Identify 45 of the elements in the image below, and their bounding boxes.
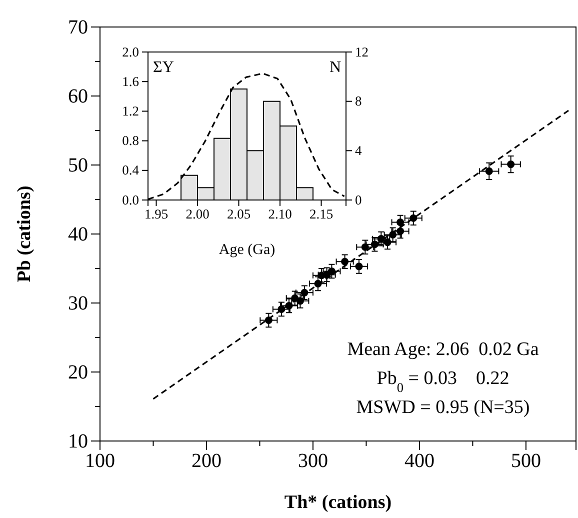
y2-axis-title: N (329, 59, 342, 76)
y-tick-label: 10 (68, 430, 88, 452)
y-tick-label: 70 (68, 16, 88, 38)
point (341, 258, 349, 266)
x-tick-label: 400 (404, 450, 434, 472)
y-tick-label: 1.6 (122, 74, 140, 89)
y-tick-label: 60 (68, 85, 88, 108)
y2-tick-label: 8 (355, 94, 362, 109)
y-axis-title: ΣY (153, 59, 174, 76)
x-tick-label: 1.95 (144, 206, 168, 222)
x-tick-label: 500 (510, 450, 541, 472)
point (396, 227, 404, 236)
point (485, 167, 493, 175)
point (384, 238, 392, 246)
y2-tick-label: 0 (355, 192, 362, 208)
point (296, 297, 304, 305)
y-tick-label: 0.4 (122, 162, 140, 178)
point (507, 160, 515, 168)
annotation: MSWD = 0.95 (N=35) (356, 397, 530, 418)
point (328, 267, 336, 276)
x-tick-label: 300 (298, 450, 328, 472)
point (355, 262, 363, 270)
y-tick-label: 50 (68, 154, 88, 176)
y-tick-label: 1.2 (122, 104, 139, 119)
point (361, 243, 369, 251)
x-tick-label: 2.05 (226, 206, 251, 222)
y2-tick-label: 4 (355, 142, 362, 158)
x-tick-label: 100 (85, 450, 115, 472)
x-tick-label: 2.15 (309, 206, 334, 222)
annotation: Pb$_{0}$ = 0.03 0.22 (376, 368, 510, 394)
y-tick-label: 0.0 (122, 192, 140, 208)
point (396, 218, 404, 226)
y-tick-label: 2.0 (122, 44, 140, 60)
annotation: Mean Age: 2.06 0.02 Ga (347, 339, 540, 360)
y-tick-label: 40 (68, 223, 88, 246)
x-tick-label: 200 (191, 450, 222, 472)
y-tick-label: 30 (68, 292, 88, 314)
x-axis-title: Th* (cations) (284, 492, 392, 513)
y2-tick-label: 12 (355, 44, 368, 60)
x-axis-title: Age (Ga) (218, 242, 276, 258)
y-axis-title: Pb (cations) (14, 186, 35, 282)
x-tick-label: 2.00 (186, 206, 210, 222)
y-tick-label: 20 (68, 361, 88, 384)
x-tick-label: 2.10 (268, 206, 292, 222)
y-tick-label: 0.8 (122, 133, 140, 148)
